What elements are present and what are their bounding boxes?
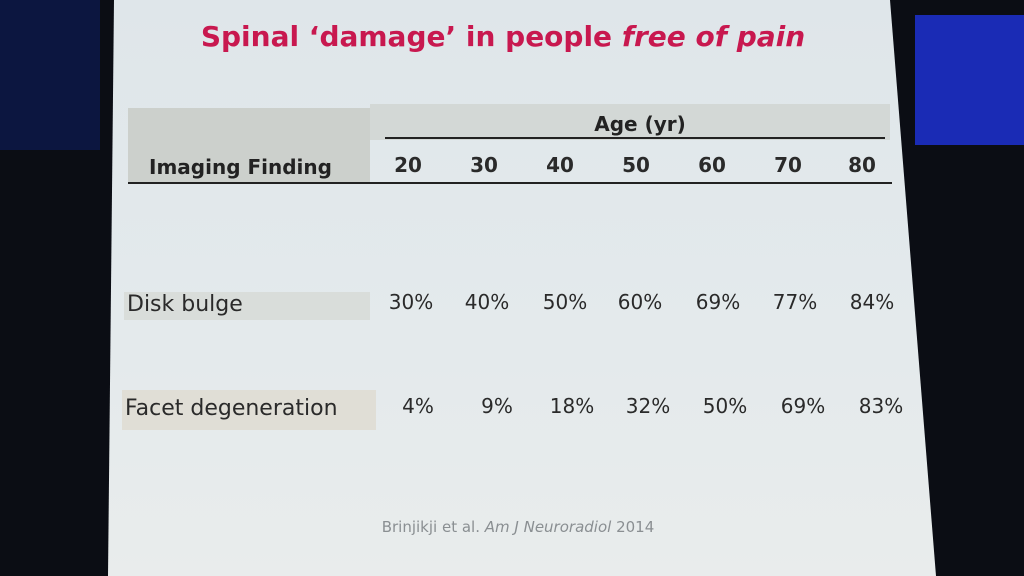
table-cell: 69% (695, 290, 741, 314)
table-cell: 30% (388, 290, 434, 314)
table-cell: 50% (542, 290, 588, 314)
slide (108, 0, 936, 576)
age-header: 30 (470, 153, 498, 177)
table-cell: 84% (849, 290, 895, 314)
table-cell: 18% (549, 394, 595, 418)
citation-journal: Am J Neuroradiol (484, 518, 612, 536)
table-cell: 4% (402, 394, 434, 418)
row-label: Facet degeneration (125, 396, 338, 421)
row-band (122, 390, 376, 430)
row-label: Disk bulge (127, 292, 243, 317)
row-header: Imaging Finding (149, 155, 332, 179)
citation-year: 2014 (616, 518, 655, 536)
table-cell: 69% (780, 394, 826, 418)
age-rule (385, 137, 885, 139)
right-panel (915, 15, 1024, 145)
citation-authors: Brinjikji et al. (381, 518, 480, 536)
table-cell: 77% (772, 290, 818, 314)
age-header: 60 (698, 153, 726, 177)
age-header: 70 (774, 153, 802, 177)
table-cell: 60% (617, 290, 663, 314)
row-band (124, 292, 370, 320)
title-main: Spinal ‘damage’ in people (200, 20, 613, 53)
header-rule (128, 182, 892, 184)
citation: Brinjikji et al. Am J Neuroradiol 2014 (0, 518, 1024, 536)
age-header: 20 (394, 153, 422, 177)
age-header: 50 (622, 153, 650, 177)
table-cell: 9% (481, 394, 513, 418)
table-cell: 32% (625, 394, 671, 418)
title-emphasis: free of pain (621, 20, 806, 53)
table-cell: 40% (464, 290, 510, 314)
table-cell: 50% (702, 394, 748, 418)
table-cell: 83% (858, 394, 904, 418)
slide-title: Spinal ‘damage’ in people free of pain (0, 20, 1006, 53)
header-band (128, 108, 370, 184)
left-panel (0, 0, 100, 150)
age-header: 80 (848, 153, 876, 177)
age-band (370, 104, 890, 140)
age-header: 40 (546, 153, 574, 177)
group-header: Age (yr) (594, 112, 686, 136)
